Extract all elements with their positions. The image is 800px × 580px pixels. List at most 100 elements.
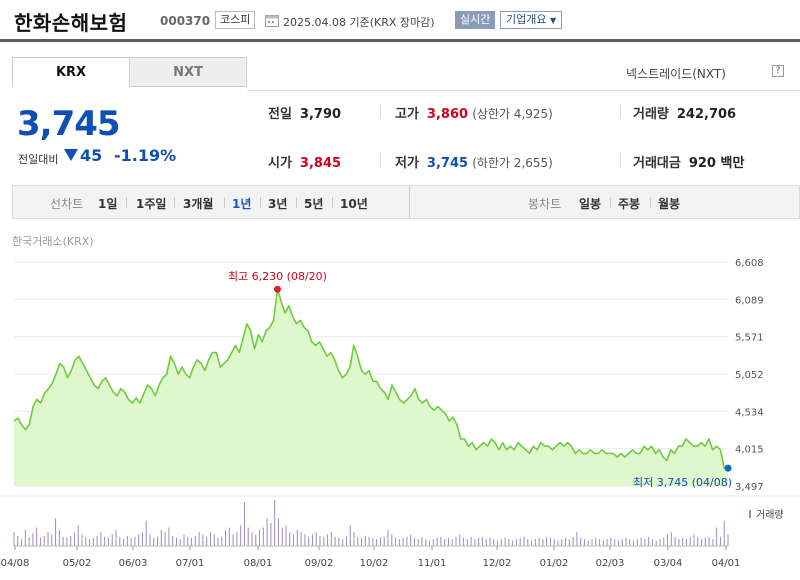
range-1w[interactable]: 1주일 (136, 197, 167, 211)
tab-nxt[interactable]: NXT (129, 57, 247, 87)
nxt-link[interactable]: 넥스트레이드(NXT) (626, 67, 726, 81)
volume-bar (58, 529, 60, 546)
volume-bar (576, 532, 578, 546)
x-tick-label: 03/04 (654, 558, 683, 569)
volume-bar (39, 537, 41, 546)
volume-bar (614, 539, 616, 546)
x-tick-label: 02/03 (596, 558, 625, 569)
price-line (13, 288, 729, 469)
volume-bar (572, 536, 574, 546)
volume-bar (357, 536, 359, 546)
volume-bar (323, 536, 325, 546)
range-1y[interactable]: 1년 (232, 197, 252, 211)
volume-bar (515, 539, 517, 546)
volume-bar (455, 536, 457, 546)
volume-bar (327, 534, 329, 546)
volume-bar (175, 537, 177, 546)
volume-bar (689, 536, 691, 546)
candle-weekly[interactable]: 주봉 (618, 197, 641, 211)
volume-bar (463, 537, 465, 546)
volume-bar (719, 536, 721, 546)
volume-bar (96, 535, 98, 546)
volume-bar (24, 529, 26, 546)
volume-bar (659, 539, 661, 546)
candle-monthly[interactable]: 월봉 (658, 197, 681, 211)
volume-bar (289, 532, 291, 546)
x-tick-label: 04/01 (712, 558, 741, 569)
volume-bar (51, 534, 53, 546)
volume-bar (395, 537, 397, 546)
realtime-button[interactable]: 실시간 (455, 11, 496, 29)
volume-bar (330, 532, 332, 546)
volume-bar (338, 537, 340, 546)
volume-bar (225, 529, 227, 546)
candle-daily[interactable]: 일봉 (579, 197, 602, 211)
volume-bar (126, 535, 128, 546)
volume-bar (191, 537, 193, 546)
volume-bar (451, 539, 453, 546)
stat-high: 고가 3,860 (상한가 4,925) (395, 107, 553, 122)
y-tick-label: 5,571 (735, 333, 764, 344)
volume-bar (636, 539, 638, 546)
x-tick-label: 08/01 (244, 558, 273, 569)
volume-bar (111, 534, 113, 546)
line-chart-label: 선차트 (50, 197, 84, 211)
change-label: 전일대비 (18, 153, 59, 166)
volume-bar (66, 537, 68, 546)
volume-bar (89, 539, 91, 546)
volume-bar (32, 533, 34, 546)
volume-bar (149, 534, 151, 546)
volume-bar (716, 527, 718, 546)
volume-bar (217, 537, 219, 546)
volume-bar (115, 529, 117, 546)
calendar-icon (265, 15, 279, 27)
x-tick-label: 05/02 (63, 558, 92, 569)
volume-bar (651, 539, 653, 546)
volume-bar (538, 537, 540, 546)
stat-prev: 전일 3,790 (268, 107, 342, 122)
help-icon[interactable]: ? (772, 65, 784, 77)
range-3y[interactable]: 3년 (268, 197, 288, 211)
range-5y[interactable]: 5년 (304, 197, 324, 211)
min-point (724, 464, 732, 472)
tab-krx[interactable]: KRX (12, 57, 130, 87)
volume-bar (391, 534, 393, 546)
x-tick-label: 10/02 (360, 558, 389, 569)
volume-bar (606, 539, 608, 546)
volume-bar (92, 537, 94, 546)
volume-bar (523, 536, 525, 546)
volume-bar (568, 539, 570, 546)
range-3m[interactable]: 3개월 (183, 197, 214, 211)
chevron-down-icon: ▼ (549, 16, 557, 25)
volume-bar (410, 534, 412, 546)
volume-bar (334, 536, 336, 546)
current-price: 3,745 (17, 104, 121, 144)
volume-bar (493, 539, 495, 546)
volume-bar (640, 537, 642, 546)
range-10y[interactable]: 10년 (340, 197, 368, 211)
company-info-dropdown[interactable]: 기업개요 ▼ (500, 11, 563, 29)
volume-bar (255, 534, 257, 546)
volume-bar (413, 537, 415, 546)
volume-bar (693, 534, 695, 546)
volume-bar (432, 539, 434, 546)
stock-name: 한화손해보험 (14, 11, 128, 35)
candle-chart-label: 봉차트 (528, 197, 562, 211)
volume-bar (474, 539, 476, 546)
volume-bar (398, 539, 400, 546)
stat-open: 시가 3,845 (268, 156, 342, 171)
stock-code: 000370 (160, 14, 211, 28)
volume-bar (674, 536, 676, 546)
change-value: 45 (80, 146, 103, 165)
volume-bar (459, 534, 461, 546)
volume-bar (36, 527, 38, 546)
volume-bar (285, 525, 287, 546)
volume-bar (164, 532, 166, 546)
price-area-fill (14, 289, 728, 486)
down-triangle-icon (64, 149, 78, 161)
price-chart[interactable]: 6,608 6,089 5,571 5,052 4,534 4,015 3,497 최고 6,… (0, 250, 800, 580)
volume-bar (470, 536, 472, 546)
max-point (273, 285, 281, 293)
stat-volume: 거래량 242,706 (633, 107, 737, 122)
range-1d[interactable]: 1일 (98, 197, 118, 211)
